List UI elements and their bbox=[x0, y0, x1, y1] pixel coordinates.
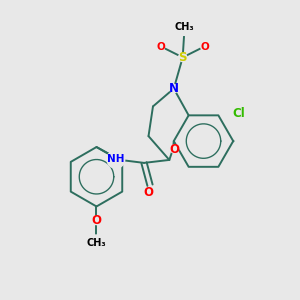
Circle shape bbox=[88, 235, 105, 252]
Text: CH₃: CH₃ bbox=[174, 22, 194, 32]
Circle shape bbox=[176, 19, 193, 35]
Text: CH₃: CH₃ bbox=[87, 238, 106, 248]
Text: Cl: Cl bbox=[232, 107, 245, 120]
Text: O: O bbox=[92, 214, 101, 227]
Circle shape bbox=[92, 216, 101, 225]
Circle shape bbox=[156, 43, 165, 51]
Circle shape bbox=[227, 108, 242, 123]
Text: O: O bbox=[156, 42, 165, 52]
Circle shape bbox=[144, 188, 153, 197]
Text: O: O bbox=[143, 186, 154, 199]
Circle shape bbox=[107, 150, 125, 168]
Circle shape bbox=[178, 53, 187, 61]
Text: O: O bbox=[201, 42, 209, 52]
Text: S: S bbox=[178, 51, 187, 64]
Text: O: O bbox=[169, 142, 179, 155]
Circle shape bbox=[170, 145, 179, 153]
Text: NH: NH bbox=[107, 154, 124, 164]
Circle shape bbox=[201, 43, 209, 51]
Text: N: N bbox=[169, 82, 179, 95]
Circle shape bbox=[169, 84, 178, 93]
